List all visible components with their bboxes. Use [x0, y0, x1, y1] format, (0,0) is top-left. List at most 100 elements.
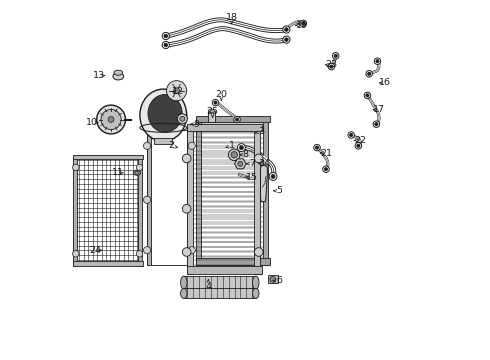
- Circle shape: [285, 38, 288, 41]
- Circle shape: [238, 144, 245, 152]
- Bar: [196, 258, 270, 265]
- Bar: [187, 124, 262, 131]
- Circle shape: [177, 114, 187, 124]
- Circle shape: [366, 71, 372, 77]
- Circle shape: [302, 22, 305, 25]
- Bar: [254, 126, 260, 274]
- Circle shape: [368, 72, 371, 76]
- Circle shape: [73, 164, 79, 171]
- Circle shape: [182, 154, 191, 163]
- Circle shape: [182, 204, 191, 213]
- Circle shape: [164, 34, 168, 38]
- Text: 25: 25: [207, 107, 219, 116]
- Text: 12: 12: [172, 87, 184, 96]
- Circle shape: [374, 58, 381, 64]
- Circle shape: [214, 101, 217, 104]
- Circle shape: [108, 117, 114, 122]
- Circle shape: [188, 247, 196, 254]
- Bar: [147, 130, 192, 265]
- Text: 19: 19: [295, 21, 308, 30]
- Bar: [73, 156, 77, 266]
- Ellipse shape: [113, 73, 123, 80]
- Bar: [187, 130, 192, 265]
- Text: 16: 16: [379, 78, 392, 87]
- Bar: [196, 117, 201, 265]
- Bar: [138, 156, 142, 266]
- Circle shape: [314, 144, 320, 151]
- Circle shape: [334, 54, 337, 57]
- Circle shape: [270, 276, 275, 282]
- Circle shape: [357, 144, 360, 148]
- Circle shape: [254, 154, 263, 163]
- Circle shape: [212, 99, 219, 106]
- Ellipse shape: [140, 89, 187, 141]
- Text: 1: 1: [229, 141, 235, 150]
- Circle shape: [236, 118, 239, 121]
- Text: 24: 24: [90, 246, 101, 255]
- Text: 18: 18: [226, 13, 238, 22]
- Circle shape: [333, 53, 339, 59]
- Bar: [73, 155, 143, 159]
- Circle shape: [162, 32, 170, 40]
- Circle shape: [234, 116, 240, 123]
- Bar: [208, 111, 216, 122]
- Circle shape: [366, 94, 369, 97]
- Text: 15: 15: [246, 173, 258, 181]
- Polygon shape: [261, 166, 268, 202]
- Circle shape: [254, 248, 263, 256]
- Circle shape: [300, 20, 307, 27]
- Circle shape: [136, 164, 143, 171]
- Text: 23: 23: [325, 60, 338, 69]
- Circle shape: [174, 88, 179, 94]
- Circle shape: [97, 105, 125, 134]
- Circle shape: [355, 143, 362, 149]
- Circle shape: [269, 172, 277, 180]
- Text: 17: 17: [373, 105, 385, 114]
- Text: 8: 8: [243, 150, 249, 159]
- Circle shape: [182, 248, 191, 256]
- Circle shape: [180, 116, 185, 121]
- Bar: [263, 117, 269, 265]
- Circle shape: [101, 109, 121, 130]
- Circle shape: [162, 41, 170, 49]
- Ellipse shape: [114, 70, 122, 75]
- Ellipse shape: [180, 276, 187, 289]
- Circle shape: [228, 149, 240, 161]
- Circle shape: [231, 152, 238, 158]
- Text: 21: 21: [320, 149, 332, 158]
- Text: 2: 2: [168, 141, 174, 150]
- Bar: [73, 261, 143, 266]
- Circle shape: [271, 175, 275, 178]
- Bar: [147, 130, 151, 265]
- Circle shape: [283, 36, 290, 43]
- Text: 13: 13: [93, 71, 105, 80]
- Circle shape: [373, 121, 380, 127]
- Ellipse shape: [135, 171, 139, 174]
- Text: 4: 4: [205, 282, 211, 291]
- Bar: [269, 275, 278, 283]
- Circle shape: [364, 92, 370, 99]
- Circle shape: [285, 28, 288, 31]
- Text: 10: 10: [86, 118, 98, 127]
- Ellipse shape: [208, 109, 215, 113]
- Ellipse shape: [252, 288, 259, 298]
- Ellipse shape: [180, 288, 187, 298]
- Circle shape: [323, 166, 329, 172]
- Ellipse shape: [252, 276, 259, 289]
- Text: 7: 7: [249, 159, 255, 168]
- Bar: [196, 116, 270, 122]
- Circle shape: [144, 142, 151, 149]
- Bar: [184, 288, 256, 298]
- Circle shape: [324, 167, 328, 171]
- Text: 20: 20: [215, 90, 227, 99]
- Bar: [187, 266, 262, 274]
- Circle shape: [283, 26, 290, 33]
- Circle shape: [349, 133, 353, 136]
- Bar: [154, 138, 172, 144]
- Circle shape: [136, 251, 143, 257]
- Circle shape: [240, 146, 244, 150]
- Circle shape: [144, 196, 151, 203]
- Text: 5: 5: [276, 186, 282, 195]
- Bar: [184, 276, 256, 289]
- Text: 11: 11: [112, 168, 123, 177]
